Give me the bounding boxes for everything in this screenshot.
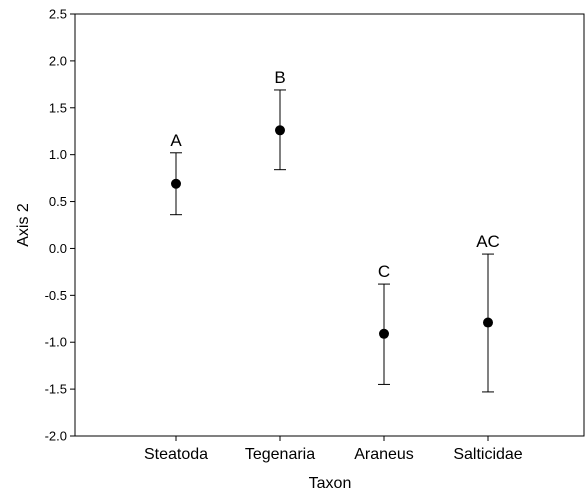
y-tick-label: 0.0 bbox=[49, 241, 67, 256]
x-tick-label: Steatoda bbox=[144, 446, 208, 463]
x-tick-label: Salticidae bbox=[453, 446, 522, 463]
data-point bbox=[171, 178, 181, 189]
y-tick-label: 0.5 bbox=[49, 194, 67, 209]
y-tick-label: -0.5 bbox=[45, 288, 67, 303]
y-tick-label: 1.5 bbox=[49, 100, 67, 115]
plot-frame bbox=[74, 13, 585, 437]
x-tick-label: Tegenaria bbox=[245, 446, 315, 463]
y-axis-title: Axis 2 bbox=[15, 203, 32, 247]
x-tick-label: Araneus bbox=[354, 446, 414, 463]
data-point bbox=[379, 328, 389, 339]
group-letter: A bbox=[170, 131, 182, 150]
y-tick-label: -1.0 bbox=[45, 335, 67, 350]
data-marks: A B C AC bbox=[170, 68, 500, 393]
y-tick-label: -1.5 bbox=[45, 382, 67, 397]
group-letter: B bbox=[274, 68, 285, 87]
data-point bbox=[483, 317, 493, 328]
data-point bbox=[275, 125, 285, 136]
x-axis-ticks: Steatoda Tegenaria Araneus Salticidae bbox=[144, 436, 523, 463]
y-axis-ticks: -2.0 -1.5 -1.0 -0.5 0.0 0.5 1.0 1.5 2.0 2.5 bbox=[45, 7, 75, 444]
y-tick-label: -2.0 bbox=[45, 429, 67, 444]
group-letter: C bbox=[378, 262, 390, 281]
plot-border bbox=[74, 13, 585, 437]
x-axis-title: Taxon bbox=[309, 475, 352, 492]
y-tick-label: 1.0 bbox=[49, 147, 67, 162]
y-tick-label: 2.5 bbox=[49, 7, 67, 22]
y-tick-label: 2.0 bbox=[49, 53, 67, 68]
group-letter: AC bbox=[476, 232, 500, 251]
